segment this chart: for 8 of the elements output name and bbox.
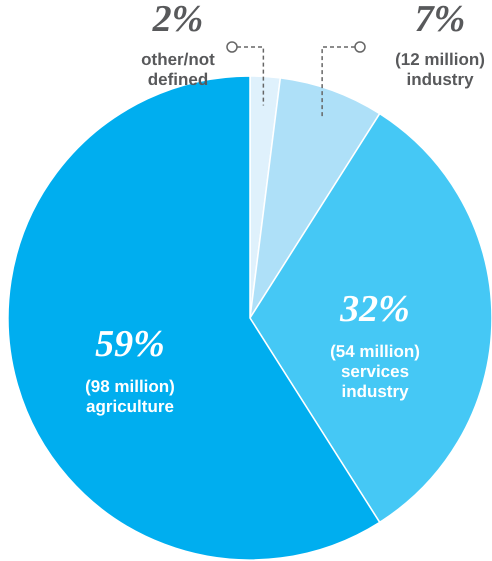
slice-label: (98 million) agriculture bbox=[85, 376, 175, 416]
slice-label: (12 million) industry bbox=[395, 50, 485, 89]
data-label: 32% bbox=[339, 288, 410, 330]
data-label: 7% bbox=[414, 0, 466, 40]
data-label: 2% bbox=[152, 0, 204, 40]
data-label: 59% bbox=[95, 322, 165, 365]
slice-label: other/not defined bbox=[141, 50, 216, 89]
slice-label: (54 million) services industry bbox=[330, 342, 420, 401]
